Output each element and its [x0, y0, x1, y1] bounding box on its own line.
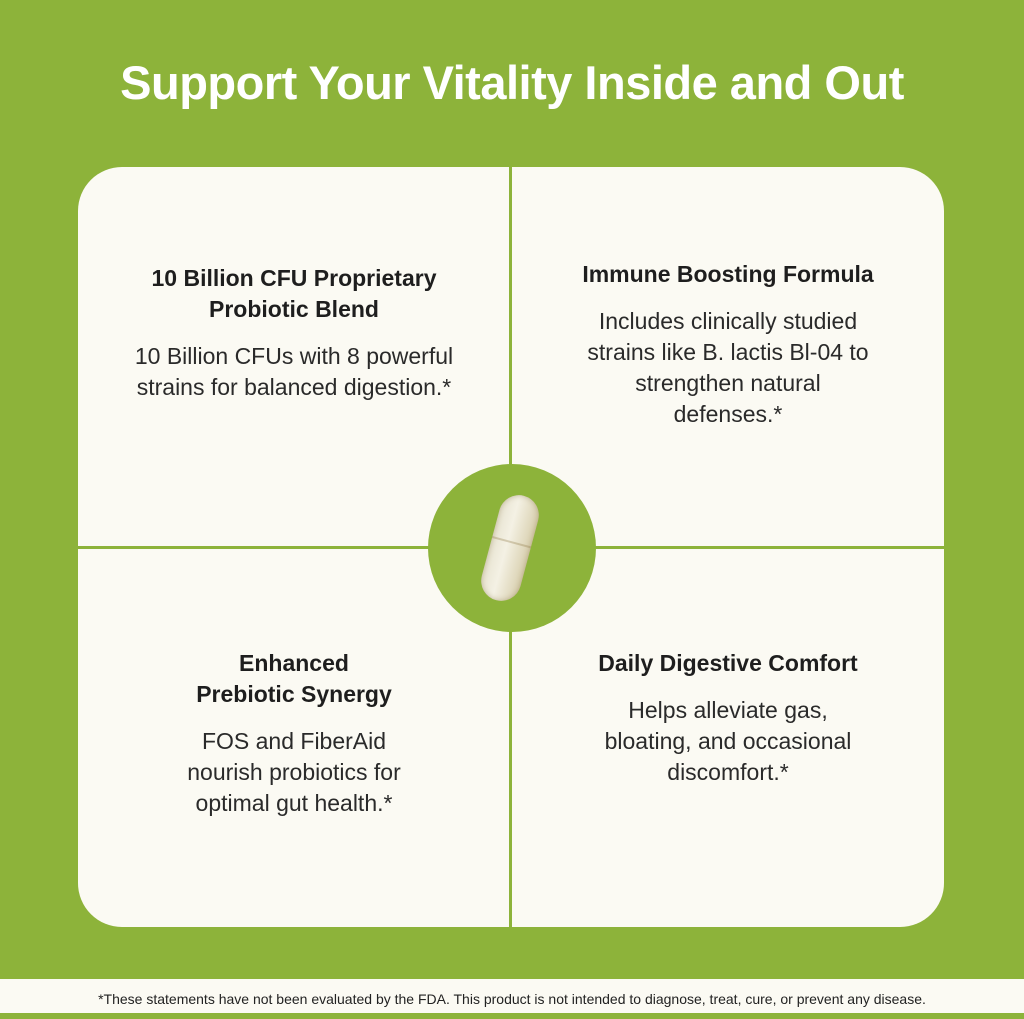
- feature-digestive: Daily Digestive Comfort Helps alleviate …: [538, 648, 918, 788]
- feature-body: Helps alleviate gas, bloating, and occas…: [604, 697, 852, 785]
- feature-heading: 10 Billion CFU Proprietary Probiotic Ble…: [151, 265, 437, 322]
- capsule-badge: [428, 464, 596, 632]
- capsule-icon: [476, 490, 544, 606]
- feature-body: FOS and FiberAid nourish probiotics for …: [187, 728, 401, 816]
- fda-disclaimer: *These statements have not been evaluate…: [0, 979, 1024, 1013]
- feature-prebiotic: Enhanced Prebiotic Synergy FOS and Fiber…: [104, 648, 484, 819]
- feature-body: 10 Billion CFUs with 8 powerful strains …: [134, 343, 454, 400]
- feature-immune: Immune Boosting Formula Includes clinica…: [538, 259, 918, 430]
- feature-body: Includes clinically studied strains like…: [587, 308, 869, 427]
- feature-probiotic-blend: 10 Billion CFU Proprietary Probiotic Ble…: [104, 263, 484, 403]
- feature-heading: Immune Boosting Formula: [582, 261, 874, 287]
- page-title: Support Your Vitality Inside and Out: [120, 56, 904, 109]
- feature-heading: Daily Digestive Comfort: [598, 650, 858, 676]
- features-card: 10 Billion CFU Proprietary Probiotic Ble…: [78, 167, 944, 927]
- feature-heading: Enhanced Prebiotic Synergy: [196, 650, 392, 707]
